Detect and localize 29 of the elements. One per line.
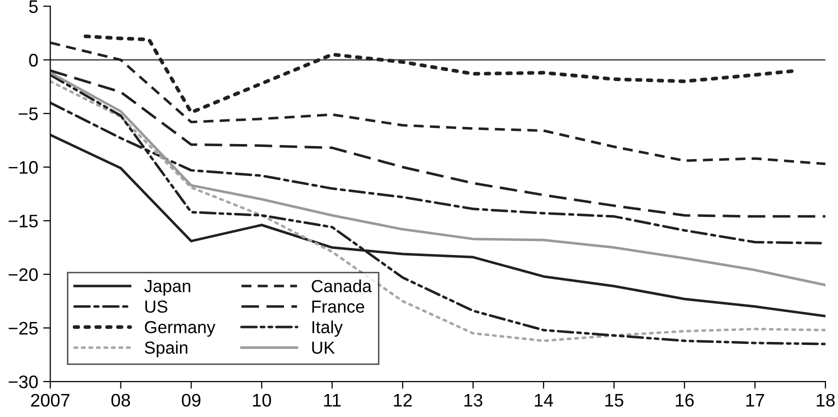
legend-label: US [145,300,168,313]
x-tick-label: 13 [464,394,482,407]
legend-label: Canada [312,279,372,292]
x-tick-label: 2007 [31,394,70,407]
x-tick-label: 10 [253,394,272,407]
x-tick-label: 16 [676,394,694,407]
legend-label: France [312,300,364,313]
x-tick-label: 12 [394,394,412,406]
x-tick-label: 17 [746,394,764,406]
y-tick-label: −5 [18,108,38,120]
y-tick-label: 5 [29,0,38,13]
x-tick-label: 15 [605,394,624,407]
legend-label: Germany [144,321,216,337]
legend-label: UK [312,342,335,354]
x-tick-label: 08 [111,394,130,407]
x-tick-label: 11 [324,394,341,406]
y-tick-label: −10 [8,161,38,174]
x-tick-label: 14 [534,394,554,406]
y-tick-label: −25 [8,322,38,335]
legend-label: Italy [312,320,343,337]
line-series [50,41,826,166]
y-tick-label: −15 [8,214,38,228]
y-tick-label: −30 [8,375,38,388]
y-tick-label: −20 [8,268,38,282]
legend-label: Spain [144,341,188,358]
x-tick-label: 18 [816,394,835,407]
y-tick-label: 0 [29,54,38,67]
legend-label: Japan [144,280,190,296]
x-tick-label: 09 [182,394,200,407]
